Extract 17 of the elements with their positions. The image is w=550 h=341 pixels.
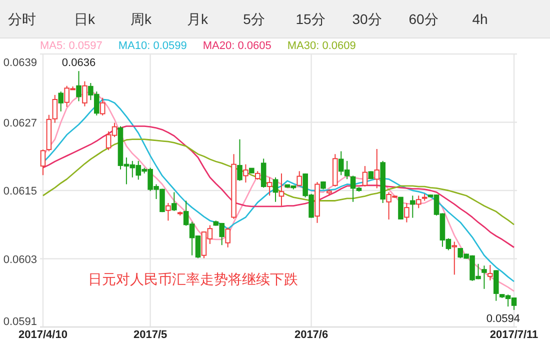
text: MA30: 0.0609 bbox=[287, 40, 356, 52]
x-tick-label: 2017/6 bbox=[294, 329, 328, 341]
x-tick-label: 2017/5 bbox=[133, 329, 168, 341]
y-tick-label: 0.0591 bbox=[3, 316, 37, 328]
annotation: 0.0594 bbox=[486, 312, 520, 325]
x-tick-label: 2017/7/11 bbox=[490, 329, 538, 341]
annotation: 日元对人民币汇率走势将继续下跌 bbox=[88, 271, 298, 287]
y-tick-label: 0.0627 bbox=[3, 117, 37, 130]
text: MA20: 0.0605 bbox=[202, 40, 272, 52]
text: MA5: 0.0597 bbox=[40, 40, 102, 52]
x-tick-label: 2017/4/10 bbox=[18, 329, 68, 341]
y-tick-label: 0.0639 bbox=[3, 57, 37, 69]
y-tick-label: 0.0615 bbox=[3, 186, 37, 198]
y-tick-label: 0.0603 bbox=[3, 254, 37, 266]
annotation: 0.0636 bbox=[62, 57, 96, 70]
text: MA10: 0.0599 bbox=[118, 40, 187, 52]
tab-bar: 分时 日k 周k 月k 5分 15分 30分 60分 4h bbox=[0, 0, 550, 38]
